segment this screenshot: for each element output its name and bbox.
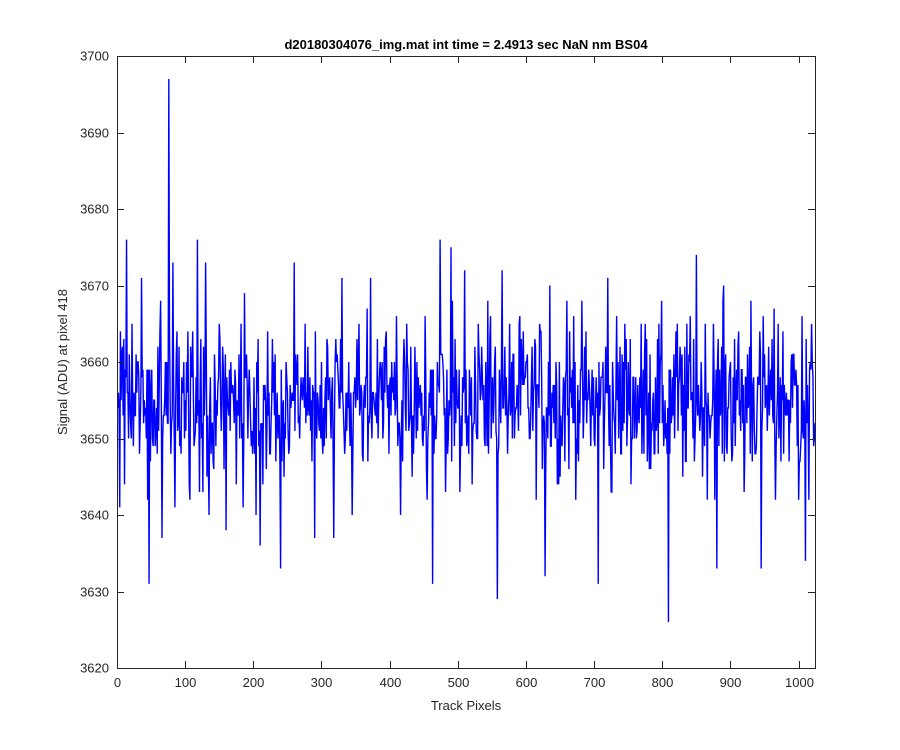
y-tick-label: 3650 (80, 432, 109, 447)
x-axis-label: Track Pixels (431, 698, 502, 713)
signal-series-line (116, 78, 816, 623)
y-tick-label: 3680 (80, 202, 109, 217)
plot-frame (117, 56, 816, 669)
x-tick-label: 300 (311, 675, 333, 690)
ticks-layer: 0 100 200 300 400 500 600 700 800 900 1000 3620 3630… (80, 49, 815, 690)
y-tick-label: 3620 (80, 661, 109, 676)
plot-area (117, 56, 815, 668)
x-tick-label: 100 (175, 675, 197, 690)
y-axis-label: Signal (ADU) at pixel 418 (55, 289, 70, 435)
y-tick-label: 3660 (80, 355, 109, 370)
x-tick-label: 400 (380, 675, 402, 690)
y-tick-label: 3630 (80, 585, 109, 600)
x-tick-label: 1000 (785, 675, 814, 690)
x-tick-label: 600 (516, 675, 538, 690)
x-tick-label: 800 (652, 675, 674, 690)
x-tick-label: 200 (243, 675, 265, 690)
x-tick-label: 700 (584, 675, 606, 690)
y-tick-label: 3640 (80, 508, 109, 523)
y-tick-label: 3670 (80, 279, 109, 294)
y-tick-label: 3700 (80, 49, 109, 64)
x-tick-label: 900 (720, 675, 742, 690)
x-tick-label: 500 (448, 675, 470, 690)
chart-title: d20180304076_img.mat int time = 2.4913 s… (284, 37, 648, 52)
x-tick-label: 0 (114, 675, 121, 690)
y-tick-label: 3690 (80, 126, 109, 141)
series-layer (116, 78, 816, 623)
